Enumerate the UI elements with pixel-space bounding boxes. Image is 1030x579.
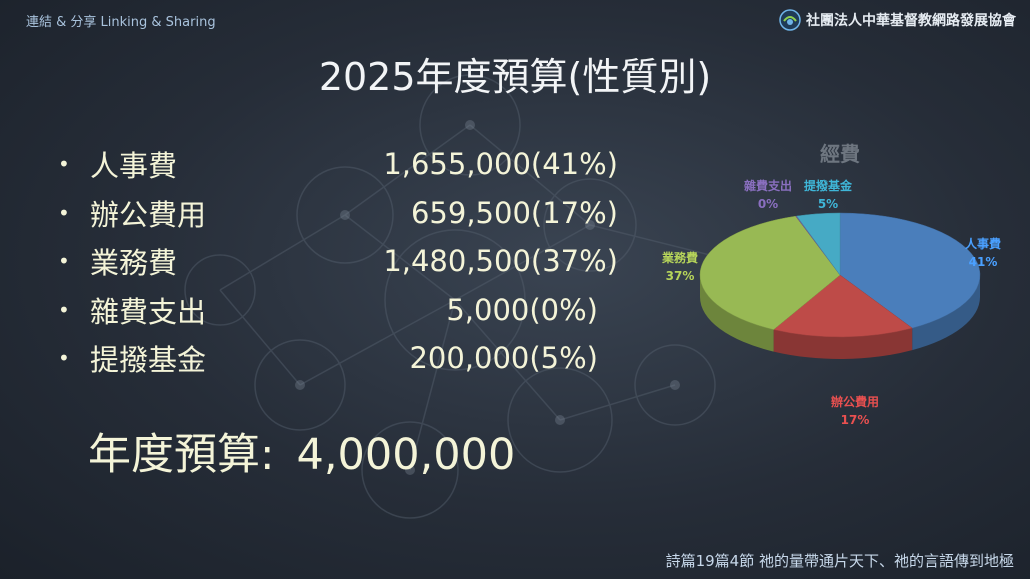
pie-slice-label: 業務費 [661,250,698,265]
pie-slice-percent-label: 37% [666,269,695,283]
total-label: 年度預算: [88,430,275,480]
pie-slice-label: 人事費 [965,236,1001,251]
bullet: • [58,200,70,225]
chart-title: 經費 [820,142,860,166]
list-item: • 人事費 1,655,000(41%) [58,140,618,189]
bullet: • [58,152,70,177]
pie-slice-label: 辦公費用 [831,394,879,409]
item-label: 提撥基金 [90,343,207,378]
pie-slice [839,212,981,329]
pie-slice-side [912,275,980,351]
item-amount: 5,000(0%) [446,292,598,327]
pie-slice-percent-label: 5% [818,197,838,211]
pie-slice [773,274,913,338]
pie-slice-percent-label: 17% [841,413,870,427]
total-budget: 年度預算: 4,000,000 [88,420,515,482]
organization-header: 社團法人中華基督教網路發展協會 [779,9,1016,31]
item-label: 雜費支出 [90,294,207,329]
pie-slice-side [700,275,774,352]
pie-slice [796,212,841,276]
bullet: • [58,249,70,274]
pie-chart: 人事費 41% 辦公費用 17% 業務費 37% 雜費支出 0% 提撥基金 5% [661,178,1001,427]
list-item: • 提撥基金 200,000(5%) [58,334,618,383]
item-amount: 1,655,000(41%) [383,147,618,182]
pie-slice-label: 提撥基金 [804,178,853,193]
bullet: • [58,297,70,322]
pie-slice [699,215,841,330]
item-label: 辦公費用 [90,197,207,232]
item-label: 業務費 [90,246,178,281]
bullet: • [58,346,70,371]
pie-slice-side [773,328,913,359]
list-item: • 雜費支出 5,000(0%) [58,286,618,335]
item-label: 人事費 [90,149,178,184]
organization-name: 社團法人中華基督教網路發展協會 [806,13,1016,29]
pie-slice-percent-label: 0% [758,197,778,211]
item-amount: 1,480,500(37%) [383,244,618,279]
footer-verse: 詩篇19篇4節 祂的量帶通片天下、祂的言語傳到地極 [665,552,1014,570]
total-value: 4,000,000 [296,430,516,480]
pie-slice-percent-label: 41% [969,255,998,269]
list-item: • 業務費 1,480,500(37%) [58,237,618,286]
budget-items-list: • 人事費 1,655,000(41%) • 辦公費用 659,500(17%)… [58,140,618,383]
organization-logo-icon [779,9,801,31]
item-amount: 659,500(17%) [410,195,618,230]
item-amount: 200,000(5%) [409,341,598,376]
pie-slice-label: 雜費支出 [744,178,792,193]
list-item: • 辦公費用 659,500(17%) [58,189,618,238]
page-title: 2025年度預算(性質別) [318,55,712,99]
tagline: 連結 & 分享 Linking & Sharing [26,15,216,30]
